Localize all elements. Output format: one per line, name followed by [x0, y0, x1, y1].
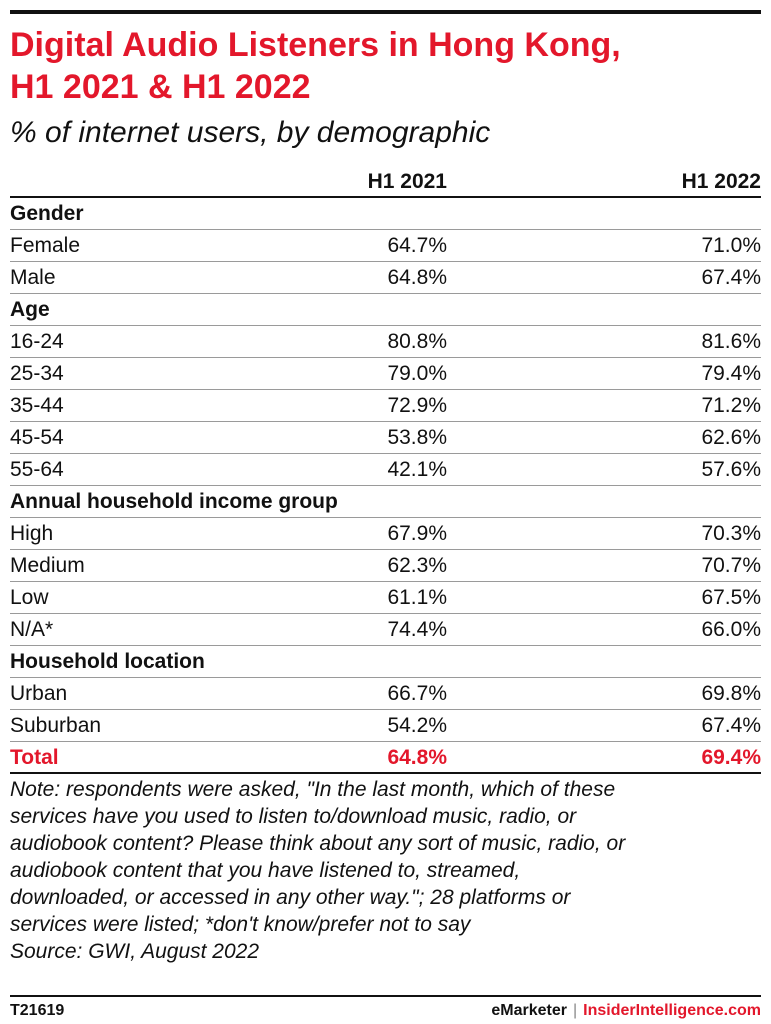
section-label: Annual household income group	[10, 490, 338, 513]
note-line: Note: respondents were asked, "In the la…	[10, 778, 616, 801]
row-label: Low	[10, 586, 49, 609]
data-table: H1 2021 H1 2022 Gender Female 64.7% 71.0% Ma…	[10, 166, 761, 774]
row-label: Medium	[10, 554, 85, 577]
table-row: 55-64 42.1% 57.6%	[10, 454, 761, 486]
total-value-h1-2021: 64.8%	[387, 746, 447, 769]
row-label: Urban	[10, 682, 68, 705]
brand-insider-intelligence: InsiderIntelligence.com	[583, 1002, 761, 1019]
table-row: High 67.9% 70.3%	[10, 518, 761, 550]
value-h1-2022: 66.0%	[701, 618, 761, 641]
value-h1-2021: 66.7%	[387, 682, 447, 705]
value-h1-2021: 72.9%	[387, 394, 447, 417]
note-line: audiobook content? Please think about an…	[10, 832, 626, 855]
value-h1-2022: 71.2%	[701, 394, 761, 417]
value-h1-2022: 67.4%	[701, 714, 761, 737]
section-row: Age	[10, 294, 761, 326]
table-header-row: H1 2021 H1 2022	[10, 166, 761, 198]
footer-rule	[10, 995, 761, 997]
table-row: Medium 62.3% 70.7%	[10, 550, 761, 582]
value-h1-2021: 53.8%	[387, 426, 447, 449]
footnote: Note: respondents were asked, "In the la…	[10, 776, 765, 965]
value-h1-2021: 79.0%	[387, 362, 447, 385]
total-label: Total	[10, 746, 59, 769]
table-row: Urban 66.7% 69.8%	[10, 678, 761, 710]
row-label: High	[10, 522, 54, 545]
value-h1-2021: 64.7%	[387, 234, 447, 257]
column-header-h1-2022: H1 2022	[681, 170, 761, 193]
section-row: Gender	[10, 198, 761, 230]
note-line: downloaded, or accessed in any other way…	[10, 886, 571, 909]
table-row: 35-44 72.9% 71.2%	[10, 390, 761, 422]
table-body: Gender Female 64.7% 71.0% Male 64.8% 67.4% Age 1…	[10, 198, 761, 742]
section-row: Annual household income group	[10, 486, 761, 518]
table-row: Low 61.1% 67.5%	[10, 582, 761, 614]
note-line: audiobook content that you have listened…	[10, 859, 521, 882]
value-h1-2021: 80.8%	[387, 330, 447, 353]
value-h1-2022: 62.6%	[701, 426, 761, 449]
row-label: 55-64	[10, 458, 64, 481]
value-h1-2022: 67.4%	[701, 266, 761, 289]
total-value-h1-2022: 69.4%	[701, 746, 761, 769]
table-row: Suburban 54.2% 67.4%	[10, 710, 761, 742]
source-line: Source: GWI, August 2022	[10, 940, 260, 963]
row-label: 45-54	[10, 426, 64, 449]
row-label: Male	[10, 266, 56, 289]
value-h1-2021: 54.2%	[387, 714, 447, 737]
row-label: Suburban	[10, 714, 102, 737]
row-label: 16-24	[10, 330, 64, 353]
row-label: 25-34	[10, 362, 64, 385]
table-row: Male 64.8% 67.4%	[10, 262, 761, 294]
value-h1-2021: 42.1%	[387, 458, 447, 481]
section-label: Gender	[10, 202, 84, 225]
value-h1-2022: 70.7%	[701, 554, 761, 577]
value-h1-2021: 67.9%	[387, 522, 447, 545]
table-row: Female 64.7% 71.0%	[10, 230, 761, 262]
value-h1-2022: 70.3%	[701, 522, 761, 545]
value-h1-2022: 69.8%	[701, 682, 761, 705]
brand-emarketer: eMarketer	[491, 1002, 568, 1019]
value-h1-2021: 62.3%	[387, 554, 447, 577]
section-row: Household location	[10, 646, 761, 678]
value-h1-2021: 74.4%	[387, 618, 447, 641]
chart-code: T21619	[10, 1002, 65, 1019]
note-line: services have you used to listen to/down…	[10, 805, 577, 828]
value-h1-2021: 64.8%	[387, 266, 447, 289]
chart-subtitle: % of internet users, by demographic	[10, 116, 491, 149]
column-header-h1-2021: H1 2021	[367, 170, 447, 193]
section-label: Household location	[10, 650, 205, 673]
table-row: 25-34 79.0% 79.4%	[10, 358, 761, 390]
value-h1-2022: 79.4%	[701, 362, 761, 385]
title-line-1: Digital Audio Listeners in Hong Kong,	[10, 26, 621, 64]
row-label: N/A*	[10, 618, 54, 641]
top-rule	[10, 10, 761, 14]
table-row: 16-24 80.8% 81.6%	[10, 326, 761, 358]
total-row: Total 64.8% 69.4%	[10, 742, 761, 774]
title-line-2: H1 2021 & H1 2022	[10, 68, 311, 106]
table-row: 45-54 53.8% 62.6%	[10, 422, 761, 454]
row-label: Female	[10, 234, 81, 257]
section-label: Age	[10, 298, 50, 321]
value-h1-2022: 67.5%	[701, 586, 761, 609]
row-label: 35-44	[10, 394, 64, 417]
note-line: services were listed; *don't know/prefer…	[10, 913, 471, 936]
value-h1-2022: 57.6%	[701, 458, 761, 481]
value-h1-2022: 81.6%	[701, 330, 761, 353]
chart-title: Digital Audio Listeners in Hong Kong, H1…	[10, 24, 760, 108]
table-row: N/A* 74.4% 66.0%	[10, 614, 761, 646]
brand: eMarketer | InsiderIntelligence.com	[491, 1000, 761, 1022]
value-h1-2022: 71.0%	[701, 234, 761, 257]
brand-separator: |	[573, 1002, 578, 1019]
value-h1-2021: 61.1%	[387, 586, 447, 609]
